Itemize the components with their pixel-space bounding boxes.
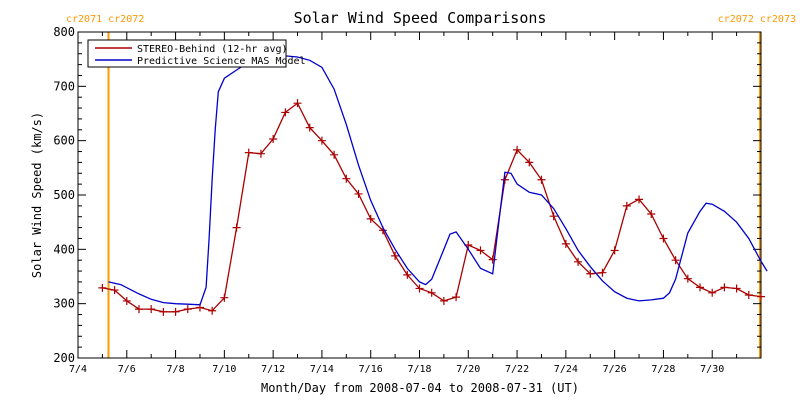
data-point	[354, 189, 363, 198]
data-point	[574, 257, 583, 266]
data-point	[683, 274, 692, 283]
y-tick-label: 400	[53, 242, 75, 256]
y-tick-label: 500	[53, 188, 75, 202]
series-line	[108, 55, 768, 306]
data-point	[525, 158, 534, 167]
data-point	[537, 175, 546, 184]
x-tick-label: 7/30	[700, 364, 724, 375]
data-point	[330, 150, 339, 159]
data-point	[293, 99, 302, 108]
data-point	[671, 256, 680, 265]
y-tick-label: 600	[53, 134, 75, 148]
data-point	[549, 212, 558, 221]
data-point	[281, 108, 290, 117]
data-point	[659, 234, 668, 243]
data-point	[134, 305, 143, 314]
legend: STEREO-Behind (12-hr avg)Predictive Scie…	[87, 39, 306, 68]
x-tick-label: 7/14	[310, 364, 334, 375]
y-tick-label: 700	[53, 79, 75, 93]
data-point	[415, 284, 424, 293]
x-tick-label: 7/26	[603, 364, 627, 375]
data-point	[513, 145, 522, 154]
data-point	[171, 307, 180, 316]
chart-title: Solar Wind Speed Comparisons	[294, 9, 547, 27]
y-axis-label: Solar Wind Speed (km/s)	[30, 112, 44, 278]
data-point	[439, 296, 448, 305]
data-point	[269, 135, 278, 144]
data-point	[366, 214, 375, 223]
x-tick-label: 7/28	[651, 364, 675, 375]
axes: 200 300 400 500 600 700 800 7/4 7/6 7/8 7/10 7/12 7/…	[53, 25, 762, 375]
data-point	[744, 290, 753, 299]
data-point	[732, 284, 741, 293]
data-point	[305, 123, 314, 132]
data-point	[647, 210, 656, 219]
data-point	[452, 293, 461, 302]
data-point	[561, 239, 570, 248]
data-point	[488, 255, 497, 264]
data-point	[391, 251, 400, 260]
data-point	[122, 296, 131, 305]
legend-entry: Predictive Science MAS Model	[137, 56, 306, 67]
data-point	[696, 283, 705, 292]
legend-entry: STEREO-Behind (12-hr avg)	[137, 44, 288, 55]
data-point	[110, 286, 119, 295]
x-tick-label: 7/16	[359, 364, 383, 375]
data-point	[244, 148, 253, 157]
data-point	[159, 307, 168, 316]
data-point	[220, 293, 229, 302]
y-tick-label: 800	[53, 25, 75, 39]
x-tick-label: 7/10	[212, 364, 236, 375]
data-point	[256, 149, 265, 158]
data-point	[720, 283, 729, 292]
x-tick-label: 7/6	[118, 364, 136, 375]
data-point	[598, 268, 607, 277]
x-tick-label: 7/24	[554, 364, 578, 375]
data-point	[147, 305, 156, 314]
data-point	[403, 270, 412, 279]
data-point	[427, 288, 436, 297]
data-point	[635, 195, 644, 204]
carrington-label: cr2071 cr2072	[66, 14, 144, 25]
data-point	[98, 283, 107, 292]
data-point	[232, 223, 241, 232]
data-point	[708, 288, 717, 297]
x-tick-label: 7/8	[167, 364, 185, 375]
data-point	[317, 136, 326, 145]
x-tick-label: 7/18	[407, 364, 431, 375]
data-point	[208, 306, 217, 315]
plot-frame	[77, 31, 762, 359]
legend-box	[87, 39, 287, 68]
x-axis-label: Month/Day from 2008-07-04 to 2008-07-31 …	[261, 381, 579, 395]
data-point	[610, 246, 619, 255]
y-tick-label: 200	[53, 351, 75, 365]
series-mas-model	[108, 55, 768, 306]
series-layer	[98, 55, 768, 316]
series-line	[102, 102, 762, 313]
carrington-label: cr2072 cr2073	[718, 14, 796, 25]
series-stereo-behind	[98, 99, 765, 316]
x-tick-label: 7/4	[69, 364, 87, 375]
x-tick-label: 7/20	[456, 364, 480, 375]
y-tick-label: 300	[53, 297, 75, 311]
data-point	[757, 292, 765, 301]
data-point	[622, 201, 631, 210]
x-tick-label: 7/12	[261, 364, 285, 375]
x-tick-label: 7/22	[505, 364, 529, 375]
data-point	[476, 246, 485, 255]
data-point	[342, 174, 351, 183]
data-point	[586, 269, 595, 278]
data-point	[183, 305, 192, 314]
